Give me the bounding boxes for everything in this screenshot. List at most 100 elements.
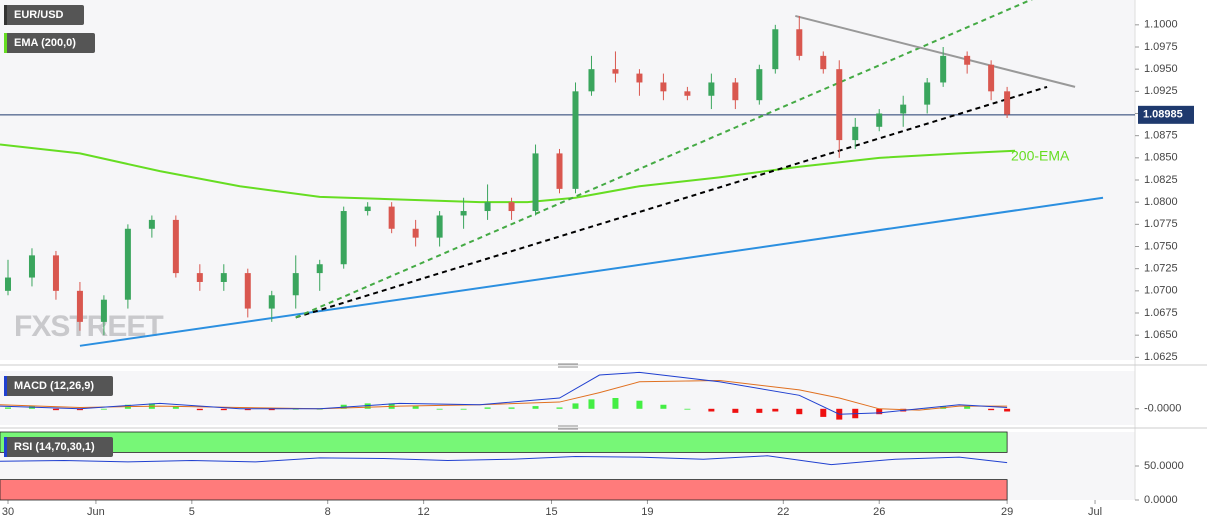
candle-body [316,264,323,274]
macd-title: MACD (12,26,9) [14,380,94,392]
histogram-bar [732,408,739,413]
resize-handle[interactable] [558,363,578,368]
candle-body [4,277,11,291]
indicator-strip [4,33,7,53]
histogram-bar [708,408,715,412]
trend-line [295,0,1033,319]
y-tick-label: 1.0975 [1144,41,1178,53]
indicator-box[interactable] [4,33,95,53]
histogram-bar [100,408,107,410]
histogram-bar [684,408,691,410]
histogram-bar [460,408,467,410]
histogram-bar [196,408,203,411]
histogram-bar [76,408,83,411]
y-tick-label: 1.0675 [1144,307,1178,319]
x-tick-label: 8 [325,506,331,518]
trend-line [79,196,1104,347]
y-tick-label: 1.0800 [1144,196,1178,208]
x-tick-label: 22 [777,506,789,518]
candle-body [268,295,275,309]
candle-body [76,290,83,322]
candle-body [852,126,859,141]
y-tick-label: 1.0725 [1144,263,1178,275]
x-tick-label: 26 [873,506,885,518]
y-tick-label: 1.0950 [1144,63,1178,75]
histogram-bar [572,403,579,409]
y-tick-label: 1.0625 [1144,351,1178,363]
histogram-bar [364,403,371,409]
candle-body [732,82,739,101]
histogram-bar [556,407,563,409]
macd-line [0,371,1008,415]
histogram-bar [4,407,11,409]
x-tick-label: 30 [2,506,14,518]
symbol-strip [4,5,7,25]
x-tick-label: Jul [1088,506,1102,518]
histogram-bar [820,408,827,417]
candle-body [796,29,803,56]
trend-line [795,14,1076,88]
histogram-bar [964,406,971,409]
trend-line [295,85,1048,319]
candle-body [508,202,515,212]
candle-body [924,82,931,105]
histogram-bar [772,408,779,412]
candle-body [244,273,251,309]
y-tick-label: 1.0850 [1144,152,1178,164]
histogram-bar [588,399,595,409]
candle-body [964,55,971,65]
candle-body [124,228,131,300]
candle-body [684,91,691,96]
main-panel [0,0,1135,360]
candle-body [412,228,419,238]
candle-body [28,255,35,278]
rsi-strip [4,437,7,457]
y-tick-label: 1.0775 [1144,218,1178,230]
x-tick-label: 5 [189,506,195,518]
candle-body [172,219,179,274]
resize-handle[interactable] [558,425,578,430]
y-tick-label: 50.0000 [1144,460,1184,472]
histogram-bar [660,404,667,409]
rsi-box[interactable] [4,437,113,457]
x-tick-label: 19 [641,506,653,518]
y-tick-label: 1.0925 [1144,85,1178,97]
symbol-box[interactable] [4,5,84,25]
candle-body [572,91,579,189]
candle-body [900,104,907,114]
histogram-bar [436,408,443,410]
candle-body [660,82,667,92]
histogram-bar [636,400,643,409]
candle-body [484,202,491,212]
y-tick-label: 1.1000 [1144,19,1178,31]
candle-body [1004,91,1011,115]
histogram-bar [532,406,539,409]
macd-strip [4,376,7,396]
histogram-bar [796,408,803,415]
candle-body [52,255,59,291]
candle-body [460,211,467,216]
candle-body [388,206,395,229]
histogram-bar [876,408,883,415]
y-tick-label: -0.0000 [1144,403,1181,415]
last-price-label: 1.08985 [1143,109,1183,121]
histogram-bar [1004,408,1011,412]
y-tick-label: 1.0750 [1144,240,1178,252]
y-tick-label: 0.0000 [1144,494,1178,506]
candle-body [940,55,947,83]
candle-body [612,69,619,74]
candle-body [532,153,539,212]
x-tick-label: Jun [87,506,105,518]
candle-body [772,29,779,70]
y-tick-label: 1.0700 [1144,285,1178,297]
macd-box[interactable] [4,376,113,396]
histogram-bar [244,408,251,411]
histogram-bar [988,408,995,411]
x-tick-label: 12 [418,506,430,518]
histogram-bar [756,408,763,413]
histogram-bar [484,407,491,409]
y-tick-label: 1.0875 [1144,130,1178,142]
histogram-bar [220,408,227,411]
histogram-bar [172,406,179,409]
